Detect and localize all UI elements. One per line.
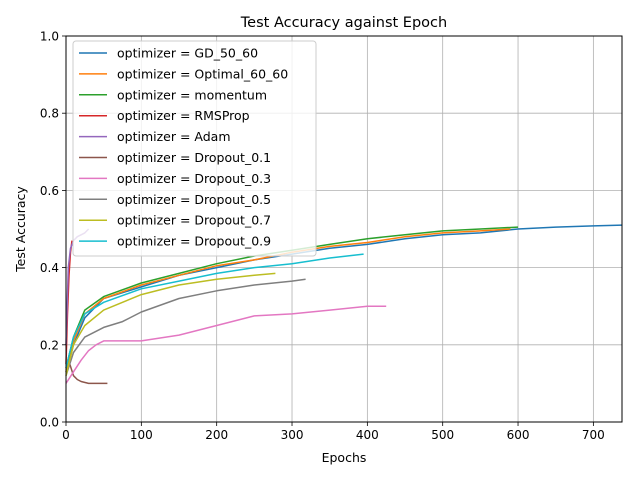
- legend-label: optimizer = Dropout_0.7: [117, 213, 271, 228]
- x-tick-label: 600: [507, 428, 530, 442]
- legend-label: optimizer = Dropout_0.3: [117, 171, 271, 186]
- axis-ticks: 0 100 200 300 400 500 600 700 0.0 0.2 0.4 0.6 0.8 1.0: [40, 30, 605, 443]
- y-tick-label: 0.2: [40, 338, 59, 352]
- x-tick-label: 700: [582, 428, 605, 442]
- x-tick-label: 300: [281, 428, 304, 442]
- y-tick-label: 0.0: [40, 416, 59, 430]
- x-tick-label: 200: [205, 428, 228, 442]
- legend-label: optimizer = Dropout_0.9: [117, 234, 271, 249]
- series-line-optimal-60-60: [65, 228, 511, 372]
- y-axis-label: Test Accuracy: [13, 186, 28, 273]
- legend-label: optimizer = momentum: [117, 87, 267, 102]
- series-line-dropout-0-3: [65, 305, 387, 384]
- chart-title: Test Accuracy against Epoch: [240, 15, 447, 31]
- legend: optimizer = GD_50_60 optimizer = Optimal_…: [72, 40, 317, 257]
- legend-label: optimizer = RMSProp: [117, 108, 250, 123]
- series-line-dropout-0-5: [65, 278, 306, 376]
- y-tick-label: 0.4: [40, 261, 59, 275]
- legend-label: optimizer = Optimal_60_60: [117, 66, 288, 81]
- x-axis-label: Epochs: [322, 450, 367, 465]
- legend-label: optimizer = Dropout_0.1: [117, 150, 271, 165]
- x-tick-label: 400: [356, 428, 379, 442]
- series-line-dropout-0-9: [65, 253, 364, 369]
- legend-label: optimizer = Dropout_0.5: [117, 192, 271, 207]
- legend-box: [72, 40, 317, 257]
- x-tick-label: 500: [431, 428, 454, 442]
- legend-label: optimizer = Adam: [117, 129, 231, 144]
- y-tick-label: 1.0: [40, 30, 59, 44]
- series-line-dropout-0-7: [65, 272, 276, 376]
- plot-frame: [65, 35, 623, 423]
- y-tick-label: 0.8: [40, 107, 59, 121]
- x-tick-label: 100: [130, 428, 153, 442]
- x-tick-label: 0: [62, 428, 70, 442]
- y-tick-label: 0.6: [40, 184, 59, 198]
- series-line-dropout-0-1: [65, 363, 108, 385]
- legend-label: optimizer = GD_50_60: [117, 46, 258, 61]
